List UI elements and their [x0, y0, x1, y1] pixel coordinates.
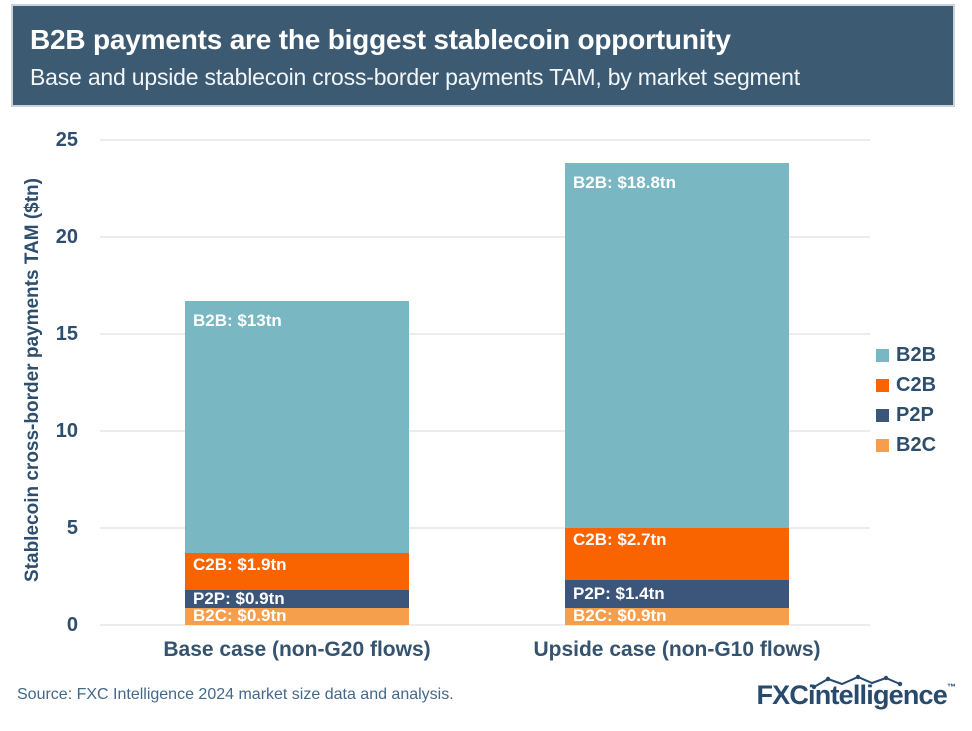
- segment-label-b2c-upside: B2C: $0.9tn: [573, 606, 667, 626]
- legend: B2B C2B P2P B2C: [876, 340, 936, 460]
- bar-segment-p2p-upside: P2P: $1.4tn: [565, 580, 789, 608]
- bar-segment-c2b-base: C2B: $1.9tn: [185, 553, 409, 591]
- bar-segment-b2b-upside: B2B: $18.8tn: [565, 163, 789, 528]
- legend-label-c2b: C2B: [896, 374, 937, 396]
- gridline-5: [100, 527, 870, 529]
- logo-text-fxc: FXC: [756, 680, 809, 710]
- bar-segment-c2b-upside: C2B: $2.7tn: [565, 528, 789, 581]
- chart-header: B2B payments are the biggest stablecoin …: [11, 4, 955, 107]
- x-axis-label-base: Base case (non-G20 flows): [163, 638, 431, 661]
- y-tick-label-10: 10: [55, 420, 78, 442]
- bar-segment-b2c-upside: B2C: $0.9tn: [565, 606, 789, 626]
- bar-segment-p2p-base: P2P: $0.9tn: [185, 588, 409, 608]
- legend-item-b2b: B2B: [876, 340, 936, 370]
- y-tick-label-20: 20: [55, 226, 78, 248]
- y-tick-label-15: 15: [55, 323, 78, 345]
- segment-label-p2p-upside: P2P: $1.4tn: [573, 583, 665, 603]
- segment-label-c2b-upside: C2B: $2.7tn: [573, 530, 667, 549]
- legend-label-b2b: B2B: [896, 344, 937, 366]
- gridline-20: [100, 236, 870, 238]
- legend-swatch-b2b: [876, 348, 889, 362]
- legend-item-b2c: B2C: [876, 430, 936, 460]
- y-tick-label-0: 0: [66, 614, 78, 636]
- x-axis-label-upside: Upside case (non-G10 flows): [533, 638, 821, 661]
- gridline-0: [100, 624, 870, 626]
- y-axis-title: Stablecoin cross-border payments TAM ($t…: [22, 178, 43, 582]
- bar-segment-b2b-base: B2B: $13tn: [185, 301, 409, 554]
- segment-label-b2c-base: B2C: $0.9tn: [193, 606, 287, 626]
- chart-subtitle: Base and upside stablecoin cross-border …: [30, 64, 800, 90]
- segment-label-p2p-base: P2P: $0.9tn: [193, 588, 285, 608]
- sparkline-icon: [812, 674, 903, 690]
- legend-label-p2p: P2P: [896, 404, 934, 426]
- logo-text-intelligence: intelligence: [808, 680, 948, 710]
- y-tick-label-5: 5: [66, 517, 78, 539]
- y-tick-label-25: 25: [55, 129, 78, 151]
- segment-label-c2b-base: C2B: $1.9tn: [193, 555, 287, 575]
- legend-swatch-b2c: [876, 438, 889, 452]
- source-note: Source: FXC Intelligence 2024 market siz…: [17, 686, 454, 703]
- legend-item-c2b: C2B: [876, 370, 936, 400]
- segment-label-b2b-upside: B2B: $18.8tn: [573, 173, 676, 193]
- chart-title: B2B payments are the biggest stablecoin …: [30, 24, 731, 55]
- legend-item-p2p: P2P: [876, 400, 936, 430]
- fxc-intelligence-logo: FXCintelligence™: [756, 674, 956, 711]
- logo-trademark: ™: [947, 682, 956, 692]
- legend-label-b2c: B2C: [896, 434, 937, 456]
- legend-swatch-p2p: [876, 408, 889, 422]
- segment-label-b2b-base: B2B: $13tn: [193, 311, 282, 331]
- bar-segment-b2c-base: B2C: $0.9tn: [185, 606, 409, 626]
- gridline-15: [100, 333, 870, 335]
- legend-swatch-c2b: [876, 378, 889, 392]
- gridline-25: [100, 139, 870, 141]
- gridline-10: [100, 430, 870, 432]
